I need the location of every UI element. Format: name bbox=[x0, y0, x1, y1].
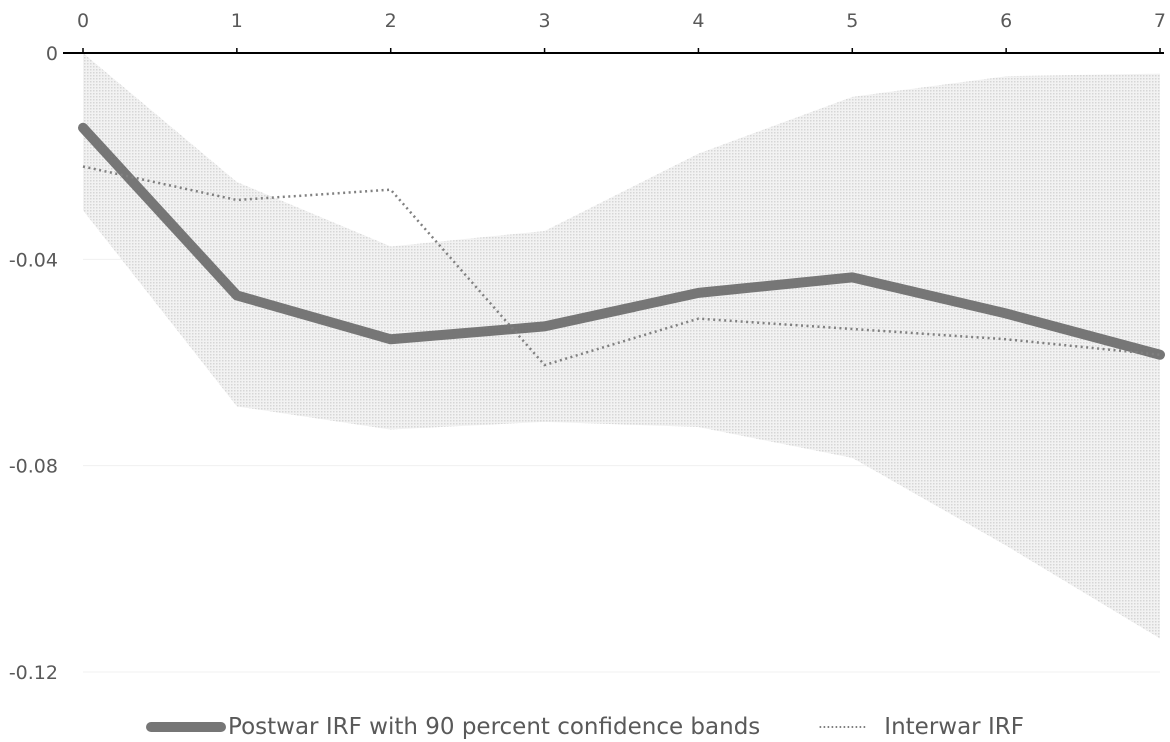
chart: 0 1 2 3 4 5 6 7 0 -0.04 -0.08 -0.12 bbox=[9, 10, 1166, 684]
x-tick-label-0: 0 bbox=[77, 10, 89, 32]
y-tick-label-0: 0 bbox=[46, 43, 58, 65]
y-tick-label-1: -0.04 bbox=[9, 249, 58, 271]
legend-swatch-interwar bbox=[819, 726, 868, 728]
series-line-interwar bbox=[82, 165, 1161, 367]
x-tick-label-1: 1 bbox=[231, 10, 243, 32]
legend-item-interwar: Interwar IRF bbox=[818, 714, 1024, 740]
legend: Postwar IRF with 90 percent confidence b… bbox=[0, 712, 1170, 742]
x-tick-label-4: 4 bbox=[692, 10, 704, 32]
x-tick-label-3: 3 bbox=[539, 10, 551, 32]
x-tick-label-6: 6 bbox=[1000, 10, 1012, 32]
confidence-band-layer bbox=[83, 53, 1160, 639]
legend-label-interwar: Interwar IRF bbox=[884, 714, 1024, 740]
confidence-band bbox=[83, 53, 1160, 639]
x-tick-label-2: 2 bbox=[385, 10, 397, 32]
legend-swatch-postwar bbox=[146, 722, 227, 732]
y-tick-labels: 0 -0.04 -0.08 -0.12 bbox=[9, 43, 58, 684]
y-tick-label-3: -0.12 bbox=[9, 662, 58, 684]
y-tick-label-2: -0.08 bbox=[9, 456, 58, 478]
x-tick-labels: 0 1 2 3 4 5 6 7 bbox=[77, 10, 1166, 32]
series-layer bbox=[78, 122, 1165, 367]
x-axis bbox=[63, 48, 1164, 54]
legend-label-postwar: Postwar IRF with 90 percent confidence b… bbox=[228, 714, 761, 740]
legend-item-postwar: Postwar IRF with 90 percent confidence b… bbox=[146, 714, 760, 740]
x-tick-label-7: 7 bbox=[1154, 10, 1166, 32]
x-tick-label-5: 5 bbox=[846, 10, 858, 32]
series-line-postwar bbox=[78, 122, 1165, 360]
